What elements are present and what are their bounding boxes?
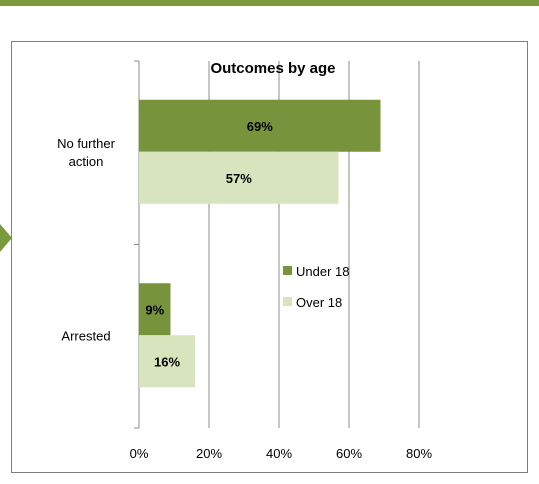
category-label: No further bbox=[57, 136, 115, 151]
x-tick-label: 80% bbox=[406, 446, 432, 461]
x-tick-label: 60% bbox=[336, 446, 362, 461]
data-label: 16% bbox=[154, 354, 180, 369]
category-label: action bbox=[69, 154, 104, 169]
labels: 0% 20% 40% 60% 80% 69% 57% No further action 9% 16… bbox=[57, 119, 432, 461]
data-label: 69% bbox=[247, 119, 273, 134]
bar bbox=[139, 99, 381, 152]
legend-swatch bbox=[283, 297, 292, 306]
legend-label: Over 18 bbox=[296, 295, 342, 310]
category-axis bbox=[134, 60, 140, 429]
legend-swatch bbox=[283, 266, 292, 275]
bars bbox=[139, 99, 381, 388]
category-label: Arrested bbox=[61, 328, 110, 343]
x-tick-label: 0% bbox=[130, 446, 149, 461]
chart-title: Outcomes by age bbox=[210, 60, 335, 77]
data-label: 9% bbox=[145, 302, 164, 317]
legend-label: Under 18 bbox=[296, 264, 349, 279]
x-tick-label: 40% bbox=[266, 446, 292, 461]
data-label: 57% bbox=[226, 171, 252, 186]
bar bbox=[139, 151, 339, 204]
legend: Under 18 Over 18 bbox=[283, 264, 349, 310]
bar bbox=[139, 283, 171, 336]
x-tick-label: 20% bbox=[196, 446, 222, 461]
slide-arrow-marker bbox=[0, 224, 12, 252]
top-accent-rule bbox=[0, 0, 539, 6]
bar bbox=[139, 335, 195, 388]
